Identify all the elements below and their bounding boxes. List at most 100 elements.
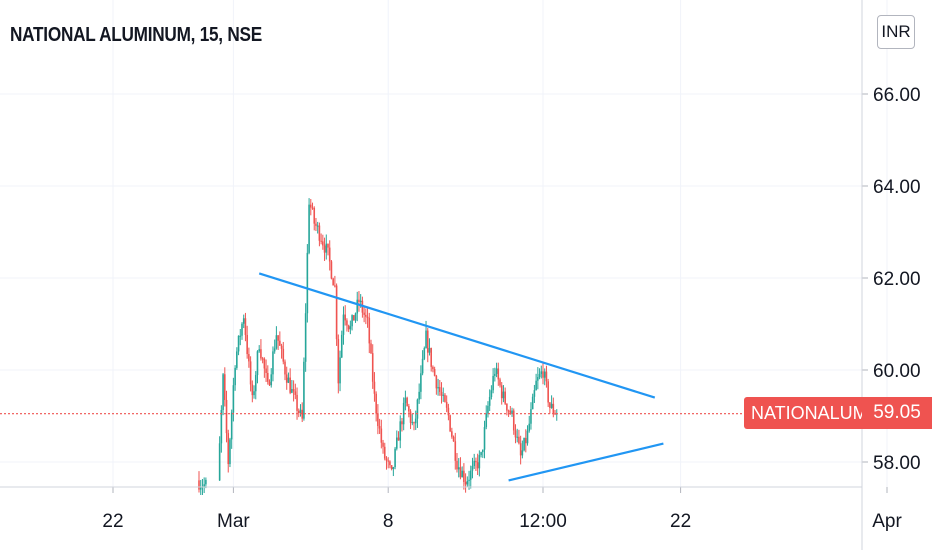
candle-body xyxy=(401,421,403,425)
candle-body xyxy=(404,397,407,403)
candle-body xyxy=(428,347,431,353)
candle-body xyxy=(526,430,529,444)
candle-body xyxy=(230,412,233,440)
candle-body xyxy=(519,443,522,456)
candle-body xyxy=(366,316,369,318)
candle-body xyxy=(346,320,348,326)
candle-body xyxy=(344,314,346,321)
candle-body xyxy=(420,373,422,392)
candle-body xyxy=(537,377,539,381)
candle-body xyxy=(545,371,548,382)
candle-body xyxy=(418,391,420,400)
candle-body xyxy=(478,455,481,469)
y-tick-label: 66.00 xyxy=(873,85,921,106)
candle-body xyxy=(349,326,352,330)
candle-body xyxy=(378,426,381,429)
candle-body xyxy=(495,368,498,374)
candle-body xyxy=(248,354,250,362)
candle-body xyxy=(430,347,432,367)
candle-body xyxy=(316,225,319,227)
candle-body xyxy=(473,460,475,467)
candle-body xyxy=(421,358,424,374)
candle-body xyxy=(492,375,494,391)
candle-body xyxy=(451,431,453,437)
candle-body xyxy=(363,312,365,315)
candle-body xyxy=(335,285,338,340)
candle-body xyxy=(294,391,297,395)
candle-body xyxy=(199,487,202,490)
trendlines[interactable] xyxy=(258,272,664,482)
candle-body xyxy=(466,481,469,485)
candle-body xyxy=(476,462,479,469)
candle-body xyxy=(291,389,293,393)
candle-body xyxy=(328,247,331,262)
candle-body xyxy=(413,422,415,424)
candle-body xyxy=(354,313,357,321)
candle-body xyxy=(263,358,266,369)
candle-body xyxy=(292,389,295,392)
candle-body xyxy=(533,390,536,397)
candle-body xyxy=(358,299,360,303)
candle-body xyxy=(444,394,446,402)
candle-body xyxy=(485,413,488,428)
candle-body xyxy=(506,403,508,411)
candle-body xyxy=(359,300,362,303)
candle-body xyxy=(244,318,247,335)
candle-body xyxy=(507,410,510,412)
candle-body xyxy=(272,351,274,375)
candle-body xyxy=(499,379,501,386)
candle-body xyxy=(322,241,324,246)
candle-body xyxy=(375,393,377,414)
candles xyxy=(198,198,558,496)
candle-body xyxy=(370,343,372,354)
candle-body xyxy=(365,314,367,317)
candle-body xyxy=(258,349,260,352)
candle-body xyxy=(310,204,312,208)
candle-body xyxy=(323,245,326,253)
x-tick-label: 22 xyxy=(670,511,691,532)
chart-title: NATIONAL ALUMINUM, 15, NSE xyxy=(10,24,262,46)
candle-body xyxy=(538,374,541,378)
candle-body xyxy=(494,373,496,376)
candle-body xyxy=(550,403,553,408)
candle-body xyxy=(528,423,531,431)
x-tick-label: Apr xyxy=(872,511,902,532)
candle-body xyxy=(251,384,254,396)
candle-body xyxy=(518,436,520,444)
candle-body xyxy=(256,351,259,376)
candle-body xyxy=(463,470,465,482)
candle-body xyxy=(411,422,414,424)
candle-body xyxy=(500,385,503,399)
currency-button[interactable]: INR xyxy=(877,15,915,49)
candle-body xyxy=(488,396,491,406)
candle-body xyxy=(445,401,448,408)
candle-body xyxy=(224,374,226,400)
candle-body xyxy=(459,467,462,478)
candle-body xyxy=(303,361,305,419)
candle-body xyxy=(260,349,262,359)
candle-body xyxy=(308,204,310,253)
x-tick-label: Mar xyxy=(217,511,250,532)
candle-body xyxy=(387,460,389,462)
candle-body xyxy=(273,348,276,352)
candle-body xyxy=(373,381,376,394)
candle-body xyxy=(394,448,396,468)
trendline[interactable] xyxy=(258,272,656,399)
candle-body xyxy=(330,261,333,279)
candle-body xyxy=(416,399,419,419)
candle-body xyxy=(480,452,482,456)
candle-body xyxy=(425,330,427,349)
candle-body xyxy=(399,421,402,441)
candle-body xyxy=(482,449,484,453)
candle-body xyxy=(311,207,314,209)
candle-body xyxy=(351,315,353,327)
trendline[interactable] xyxy=(508,442,664,482)
candle-body xyxy=(454,441,457,461)
candle-body xyxy=(461,470,463,478)
candle-body xyxy=(237,335,240,352)
candle-body xyxy=(270,374,273,386)
candle-body xyxy=(530,409,532,424)
